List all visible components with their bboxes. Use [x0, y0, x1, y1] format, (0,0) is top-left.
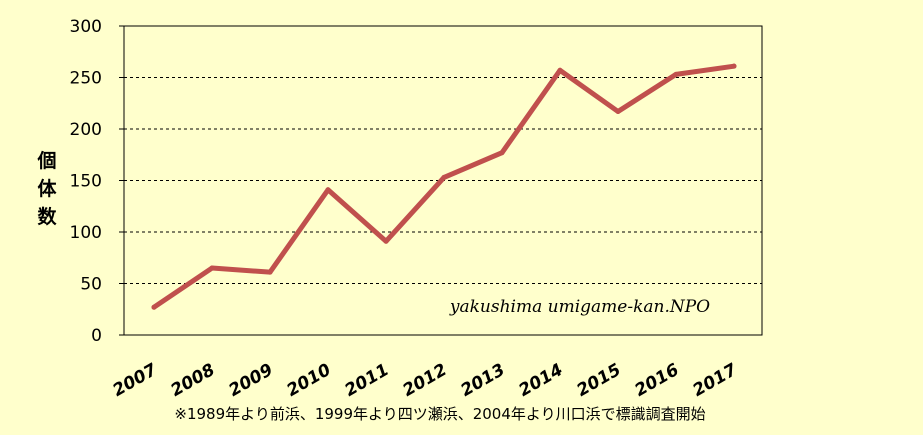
footnote: ※1989年より前浜、1999年より四ツ瀬浜、2004年より川口浜で標識調査開始 [174, 405, 705, 423]
y-tick-label: 250 [70, 69, 102, 89]
data-point [325, 187, 331, 193]
y-tick-label: 300 [70, 17, 102, 37]
x-tick-label: 2012 [400, 360, 451, 401]
x-tick-label: 2014 [516, 360, 567, 401]
data-point [151, 304, 157, 310]
x-axis-ticks: 2007 2008 2009 2010 2011 2012 2013 2014 2015 2016… [110, 360, 741, 401]
series-line [151, 63, 737, 310]
series-group [151, 63, 737, 310]
y-tick-label: 200 [70, 120, 102, 140]
data-point [673, 71, 679, 77]
y-axis-title-char: 個 [36, 150, 56, 172]
x-tick-label: 2015 [574, 360, 625, 401]
x-tick-label: 2016 [632, 360, 683, 401]
x-tick-label: 2013 [458, 360, 509, 401]
data-point [441, 174, 447, 180]
y-tick-label: 50 [80, 275, 102, 295]
data-point [731, 63, 737, 69]
data-point [209, 265, 215, 271]
data-point [557, 67, 563, 73]
x-tick-label: 2011 [342, 360, 393, 401]
x-tick-label: 2010 [284, 360, 335, 401]
watermark-annotation: yakushima umigame-kan.NPO [449, 297, 710, 317]
y-axis-title-char: 数 [37, 205, 57, 228]
y-tick-label: 150 [70, 172, 102, 192]
data-point [267, 269, 273, 275]
data-point [383, 238, 389, 244]
x-tick-label: 2008 [168, 360, 219, 401]
data-point [615, 108, 621, 114]
y-axis-ticks: 0 50 100 150 200 250 300 [70, 17, 124, 346]
x-tick-label: 2017 [690, 360, 741, 401]
y-axis-title: 個体数 [36, 150, 57, 228]
y-axis-label: 個体数 [36, 150, 57, 228]
y-tick-label: 0 [91, 326, 102, 346]
y-axis-title-char: 体 [37, 177, 57, 200]
x-tick-label: 2009 [226, 360, 277, 401]
data-point [499, 150, 505, 156]
x-tick-label: 2007 [110, 360, 161, 401]
y-tick-label: 100 [70, 223, 102, 243]
